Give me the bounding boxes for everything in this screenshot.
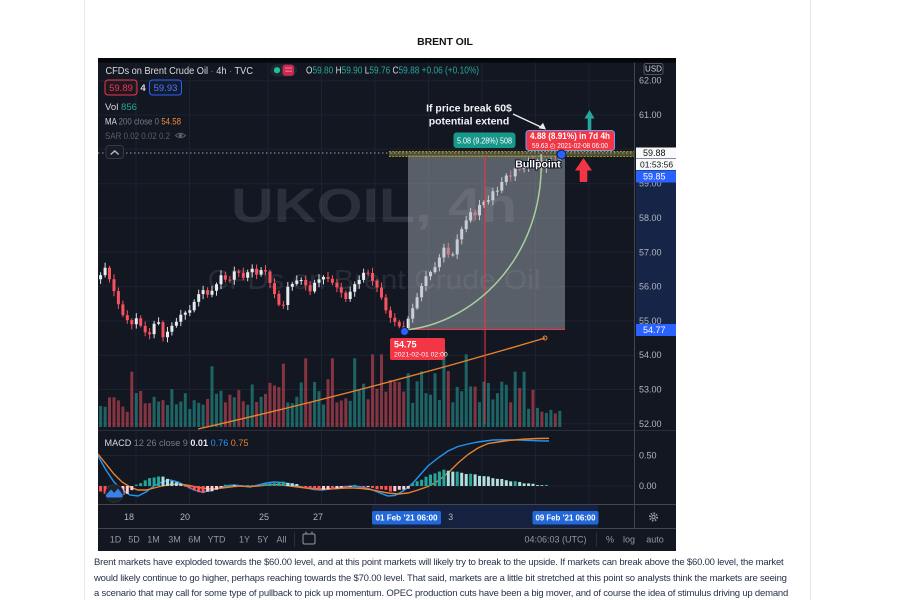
svg-text:0.00: 0.00 (639, 481, 657, 491)
svg-text:Bullpoint: Bullpoint (515, 159, 561, 171)
svg-text:59.89: 59.89 (109, 83, 133, 94)
svg-text:USD: USD (645, 65, 662, 74)
svg-text:potential extend: potential extend (429, 116, 510, 128)
svg-text:2021-02-01 02:00: 2021-02-01 02:00 (394, 352, 448, 359)
svg-text:4.88 (8.91%) in 7d 4h: 4.88 (8.91%) in 7d 4h (530, 131, 610, 141)
svg-text:3: 3 (448, 512, 453, 522)
svg-text:UKOIL, 4h: UKOIL, 4h (231, 180, 517, 233)
svg-text:4: 4 (140, 83, 146, 94)
svg-text:20: 20 (180, 512, 190, 522)
svg-text:54.77: 54.77 (643, 325, 666, 335)
svg-text:25: 25 (259, 512, 269, 522)
svg-text:auto: auto (646, 535, 664, 545)
svg-text:54.75: 54.75 (394, 340, 417, 350)
svg-text:54.00: 54.00 (639, 350, 662, 360)
svg-text:5D: 5D (128, 535, 140, 545)
svg-text:YTD: YTD (208, 535, 227, 545)
svg-text:5Y: 5Y (257, 535, 268, 545)
svg-text:log: log (623, 535, 635, 545)
svg-text:Vol 856: Vol 856 (105, 102, 137, 113)
svg-text:MACD 12 26 close 9 0.01 0.76 0: MACD 12 26 close 9 0.01 0.76 0.75 (105, 438, 249, 449)
svg-text:0.50: 0.50 (639, 451, 657, 461)
svg-text:CFDs on Brent Crude Oil · 4h ·: CFDs on Brent Crude Oil · 4h · TVC (106, 65, 254, 77)
svg-text:1Y: 1Y (239, 535, 250, 545)
svg-text:09 Feb ’21 06:00: 09 Feb ’21 06:00 (536, 514, 596, 523)
svg-text:01 Feb ’21 06:00: 01 Feb ’21 06:00 (376, 514, 438, 523)
svg-text:52.00: 52.00 (639, 419, 662, 429)
svg-text:MA 200 close 0 54.58: MA 200 close 0 54.58 (105, 117, 181, 128)
svg-text:All: All (276, 535, 286, 545)
svg-text:1D: 1D (110, 535, 122, 545)
svg-text:1M: 1M (147, 535, 160, 545)
svg-text:53.00: 53.00 (639, 385, 662, 395)
svg-text:55.00: 55.00 (639, 316, 662, 326)
svg-text:59.88: 59.88 (643, 148, 666, 158)
svg-text:If price break 60$: If price break 60$ (426, 103, 512, 115)
svg-text:59.00: 59.00 (639, 179, 662, 189)
svg-text:59.63 ◴ 2021-02-08 06:00: 59.63 ◴ 2021-02-08 06:00 (532, 143, 608, 150)
svg-text:57.00: 57.00 (639, 247, 662, 257)
svg-text:59.85: 59.85 (643, 172, 666, 182)
svg-text:59.93: 59.93 (154, 83, 178, 94)
svg-text:SAR 0.02 0.02 0.2: SAR 0.02 0.02 0.2 (105, 131, 170, 142)
svg-text:3M: 3M (168, 535, 181, 545)
svg-text:01:53:56: 01:53:56 (640, 160, 673, 170)
svg-text:56.00: 56.00 (639, 282, 662, 292)
svg-text:18: 18 (124, 512, 134, 522)
svg-text:58.00: 58.00 (639, 213, 662, 223)
svg-text:6M: 6M (188, 535, 201, 545)
svg-text:5.08 (9.28%) 508: 5.08 (9.28%) 508 (457, 136, 512, 146)
svg-text:27: 27 (313, 512, 323, 522)
svg-text:62.00: 62.00 (639, 76, 662, 86)
svg-text:%: % (606, 535, 614, 545)
svg-text:61.00: 61.00 (639, 110, 662, 120)
svg-text:O59.80 H59.90 L59.76 C59.88 +0: O59.80 H59.90 L59.76 C59.88 +0.06 (+0.10… (306, 66, 479, 77)
svg-text:04:06:03 (UTC): 04:06:03 (UTC) (524, 535, 586, 545)
